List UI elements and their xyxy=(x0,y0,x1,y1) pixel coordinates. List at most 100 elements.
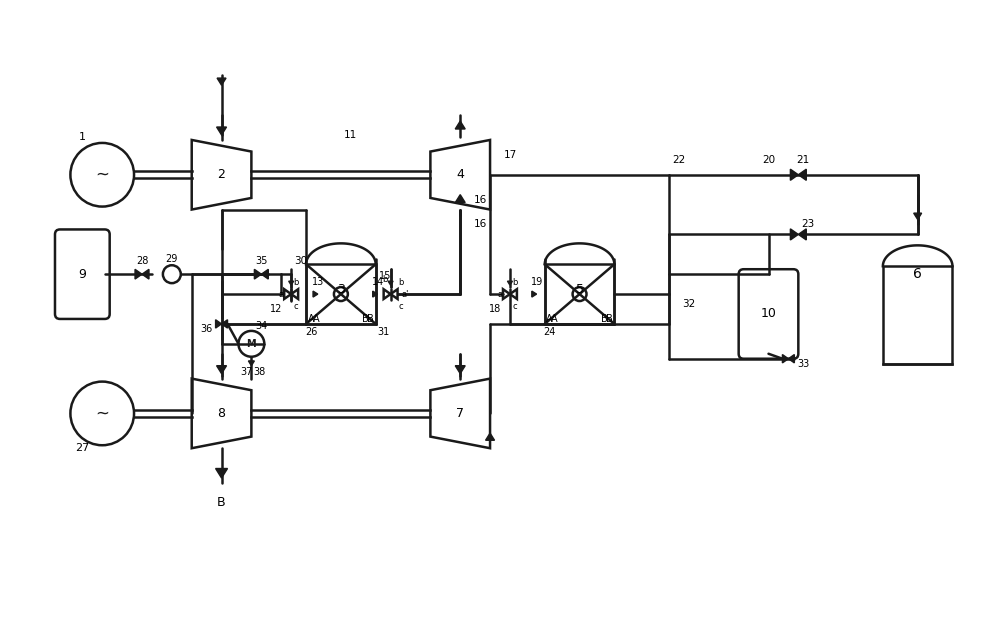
Text: 16: 16 xyxy=(473,195,487,205)
Text: B: B xyxy=(217,496,226,509)
Text: A: A xyxy=(546,314,553,324)
Polygon shape xyxy=(222,320,228,328)
Text: B: B xyxy=(601,314,608,324)
Polygon shape xyxy=(216,320,222,328)
Text: b: b xyxy=(293,277,299,287)
Text: 6: 6 xyxy=(913,267,922,281)
Polygon shape xyxy=(914,213,922,219)
Text: 36: 36 xyxy=(201,324,213,334)
Text: b: b xyxy=(382,274,387,284)
Text: 20: 20 xyxy=(762,155,775,165)
Circle shape xyxy=(334,287,348,301)
Text: 29: 29 xyxy=(166,254,178,265)
Text: 7: 7 xyxy=(456,407,464,420)
Text: B: B xyxy=(362,314,369,324)
Polygon shape xyxy=(248,361,254,366)
Text: 8: 8 xyxy=(218,407,226,420)
Text: 35: 35 xyxy=(255,256,268,266)
Polygon shape xyxy=(455,195,465,203)
Polygon shape xyxy=(289,281,294,285)
Polygon shape xyxy=(798,229,806,240)
Text: 28: 28 xyxy=(136,256,148,266)
Polygon shape xyxy=(217,127,227,135)
FancyBboxPatch shape xyxy=(739,269,798,358)
Text: 14: 14 xyxy=(372,277,384,287)
Text: B: B xyxy=(606,314,613,324)
Text: M: M xyxy=(247,339,256,349)
Polygon shape xyxy=(135,269,142,279)
Polygon shape xyxy=(455,366,465,374)
Text: 24: 24 xyxy=(544,327,556,337)
Polygon shape xyxy=(510,289,517,299)
Text: 1: 1 xyxy=(79,132,86,142)
Text: a: a xyxy=(279,290,284,298)
Polygon shape xyxy=(790,229,798,240)
Polygon shape xyxy=(291,289,298,299)
Polygon shape xyxy=(788,355,794,363)
Polygon shape xyxy=(284,289,291,299)
Polygon shape xyxy=(217,366,227,374)
Text: 38: 38 xyxy=(253,366,265,376)
Text: 22: 22 xyxy=(672,155,686,165)
Polygon shape xyxy=(532,291,537,297)
Polygon shape xyxy=(391,289,398,299)
Text: 34: 34 xyxy=(255,321,267,331)
Polygon shape xyxy=(254,269,261,279)
Bar xyxy=(545,265,614,324)
Polygon shape xyxy=(384,289,391,299)
Circle shape xyxy=(238,331,264,357)
Text: 16: 16 xyxy=(473,219,487,229)
Text: c: c xyxy=(513,302,517,310)
Text: 3: 3 xyxy=(337,282,345,295)
Text: 18: 18 xyxy=(489,304,501,314)
Polygon shape xyxy=(507,281,512,285)
Polygon shape xyxy=(790,169,798,180)
Text: 4: 4 xyxy=(456,168,464,181)
Text: 31: 31 xyxy=(378,327,390,337)
Polygon shape xyxy=(313,291,318,297)
Text: c: c xyxy=(294,302,298,310)
Text: 32: 32 xyxy=(682,299,696,309)
Polygon shape xyxy=(388,281,393,285)
Circle shape xyxy=(70,381,134,445)
Polygon shape xyxy=(373,291,377,297)
Text: 13: 13 xyxy=(312,277,324,287)
Text: ~: ~ xyxy=(95,404,109,423)
Text: b: b xyxy=(512,277,518,287)
Text: 30: 30 xyxy=(295,256,308,266)
Text: 27: 27 xyxy=(75,443,89,453)
Text: a: a xyxy=(497,290,503,298)
Text: 10: 10 xyxy=(761,308,776,321)
Text: 15: 15 xyxy=(379,271,392,281)
Text: A: A xyxy=(551,314,558,324)
Polygon shape xyxy=(430,140,490,210)
Text: c: c xyxy=(398,302,403,310)
Text: A: A xyxy=(313,314,319,324)
Polygon shape xyxy=(798,169,806,180)
Polygon shape xyxy=(486,433,495,440)
Bar xyxy=(306,265,376,324)
Text: ~: ~ xyxy=(95,166,109,184)
Polygon shape xyxy=(503,289,510,299)
Polygon shape xyxy=(455,121,465,129)
Text: b: b xyxy=(398,277,403,287)
Circle shape xyxy=(163,265,181,283)
FancyBboxPatch shape xyxy=(55,229,110,319)
Polygon shape xyxy=(430,379,490,448)
Text: 11: 11 xyxy=(344,130,357,140)
Polygon shape xyxy=(261,269,268,279)
Text: 5: 5 xyxy=(576,282,584,295)
Polygon shape xyxy=(142,269,149,279)
Polygon shape xyxy=(782,355,788,363)
Text: 26: 26 xyxy=(305,327,317,337)
Text: B: B xyxy=(367,314,374,324)
Polygon shape xyxy=(217,78,226,85)
Text: 23: 23 xyxy=(802,219,815,229)
Text: a': a' xyxy=(402,290,409,298)
Text: 17: 17 xyxy=(503,150,517,160)
Text: 19: 19 xyxy=(531,277,543,287)
Polygon shape xyxy=(192,379,251,448)
Text: 33: 33 xyxy=(797,358,809,369)
Text: 9: 9 xyxy=(78,268,86,281)
Bar xyxy=(883,266,952,364)
